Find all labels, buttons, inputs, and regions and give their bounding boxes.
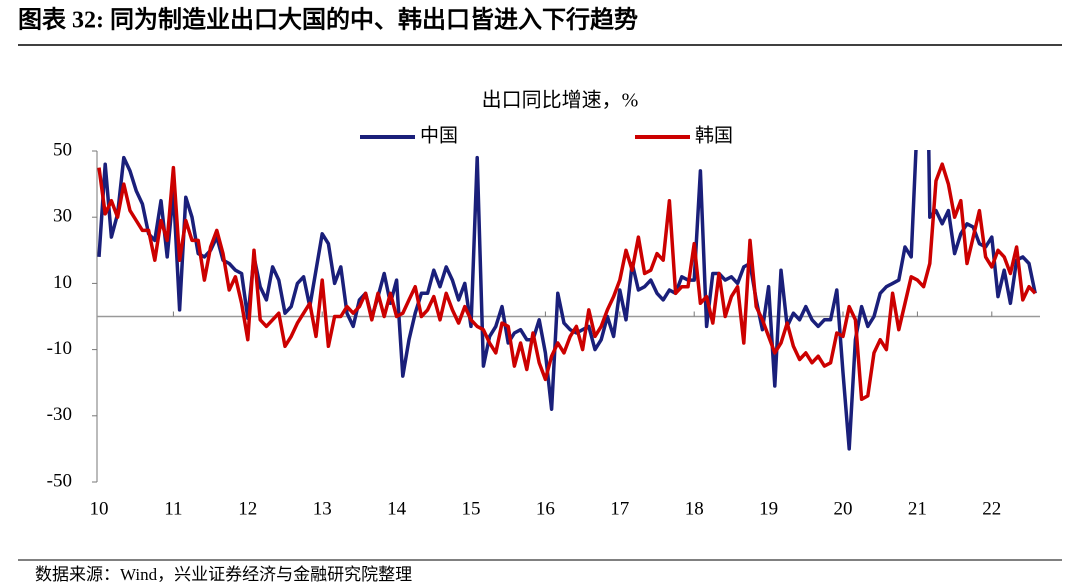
x-tick-label: 21 — [908, 498, 927, 519]
x-tick-label: 20 — [834, 498, 853, 519]
x-tick-label: 14 — [387, 498, 407, 519]
y-tick-label: 10 — [53, 272, 72, 293]
x-tick-label: 16 — [536, 498, 555, 519]
y-tick-label: -30 — [47, 404, 72, 425]
chart-title: 出口同比增速，% — [482, 89, 639, 112]
series-line — [97, 162, 1037, 402]
x-tick-label: 17 — [610, 498, 629, 519]
x-tick-label: 11 — [164, 498, 182, 519]
x-tick-label: 13 — [313, 498, 332, 519]
series-line — [97, 150, 1037, 451]
legend-label: 中国 — [420, 124, 458, 146]
source: 数据来源：Wind，兴业证券经济与金融研究院整理 — [35, 565, 412, 584]
x-tick-label: 12 — [238, 498, 257, 519]
x-tick-label: 18 — [685, 498, 704, 519]
legend-label: 韩国 — [695, 124, 733, 146]
x-tick-label: 22 — [982, 498, 1001, 519]
page-title: 图表 32: 同为制造业出口大国的中、韩出口皆进入下行趋势 — [18, 6, 638, 34]
x-tick-label: 10 — [90, 498, 109, 519]
y-tick-label: -10 — [47, 338, 72, 359]
x-tick-label: 19 — [759, 498, 778, 519]
x-tick-label: 15 — [462, 498, 481, 519]
y-tick-label: 50 — [53, 139, 72, 160]
y-tick-label: 30 — [53, 206, 72, 227]
y-tick-label: -50 — [47, 470, 72, 491]
